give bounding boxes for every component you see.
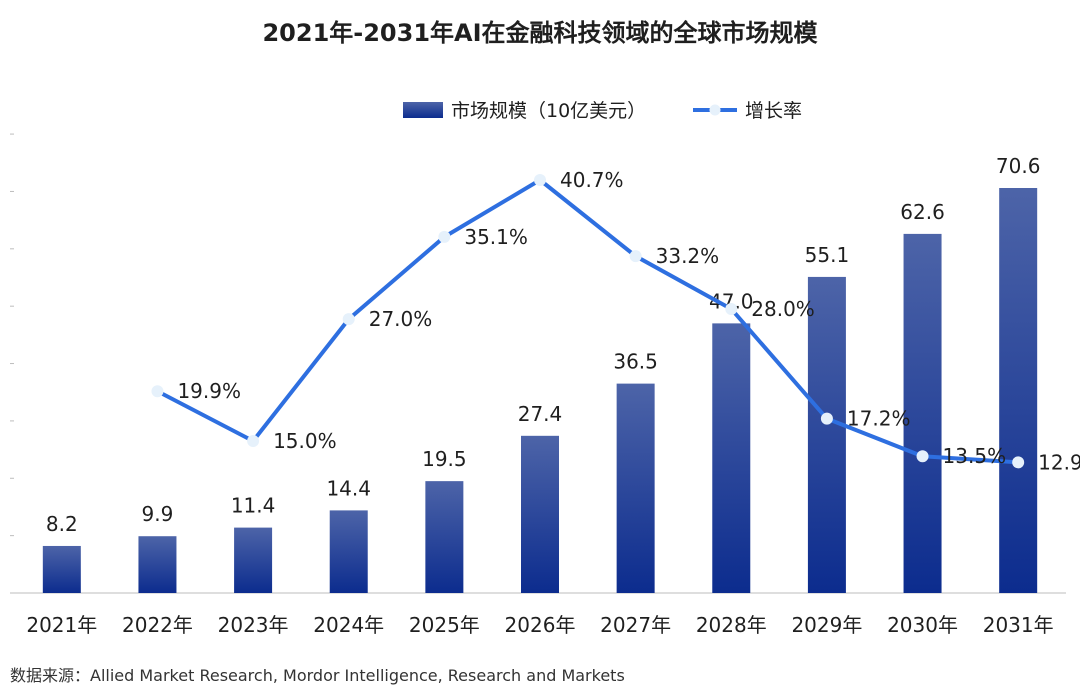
- bar-value-label: 9.9: [142, 502, 174, 526]
- legend-line-marker: [709, 104, 721, 116]
- rate-labels-group: 19.9% 15.0% 27.0% 35.1% 40.7% 33.2% 28.0% 17.2%…: [177, 168, 1080, 474]
- x-tick-label: 2026年: [505, 613, 576, 637]
- growth-rate-point: [534, 174, 546, 186]
- bar: [616, 383, 655, 593]
- growth-rate-label: 12.9%: [1038, 450, 1080, 474]
- growth-rate-point: [916, 450, 929, 463]
- bar-value-label: 19.5: [422, 447, 467, 471]
- x-tick-label: 2025年: [409, 613, 480, 637]
- growth-rate-label: 15.0%: [273, 429, 337, 453]
- growth-rate-label: 17.2%: [847, 407, 911, 431]
- chart-title: 2021年-2031年AI在金融科技领域的全球市场规模: [262, 19, 818, 47]
- growth-rate-label: 27.0%: [369, 307, 433, 331]
- bar-value-label: 62.6: [900, 200, 945, 224]
- growth-rate-point: [151, 385, 164, 398]
- legend: 市场规模（10亿美元） 增长率: [403, 100, 802, 122]
- x-tick-label: 2030年: [887, 613, 958, 637]
- bar: [329, 510, 368, 593]
- x-tick-label: 2021年: [26, 613, 97, 637]
- x-tick-label: 2027年: [600, 613, 671, 637]
- bar: [807, 276, 846, 593]
- bar: [903, 233, 942, 594]
- rate-line-group: [151, 174, 1025, 469]
- growth-rate-point: [247, 435, 260, 447]
- growth-rate-label: 33.2%: [656, 244, 720, 268]
- growth-rate-point: [1012, 456, 1025, 469]
- bar-value-label: 36.5: [613, 350, 658, 374]
- bar: [521, 435, 559, 593]
- bar-value-label: 55.1: [805, 243, 850, 267]
- growth-rate-line: [156, 178, 1019, 465]
- bar: [712, 323, 751, 593]
- growth-rate-point: [438, 230, 451, 243]
- x-tick-label: 2023年: [218, 613, 289, 637]
- bar: [425, 481, 464, 593]
- bar-labels-group: 8.2 9.9 11.414.419.527.436.547.055.162.670…: [46, 154, 1041, 536]
- bar: [999, 188, 1038, 593]
- growth-rate-label: 13.5%: [943, 444, 1007, 468]
- growth-rate-label: 35.1%: [464, 225, 528, 249]
- growth-rate-label: 28.0%: [751, 297, 815, 321]
- x-ticks-group: 2021年 2022年 2023年 2024年 2025年 2026年 2027年 2028年…: [26, 613, 1053, 637]
- bar-value-label: 70.6: [996, 154, 1041, 178]
- bar: [42, 545, 81, 593]
- x-tick-label: 2022年: [122, 613, 193, 637]
- legend-bar-swatch: [403, 102, 443, 118]
- bar: [138, 536, 177, 593]
- x-tick-label: 2028年: [696, 613, 767, 637]
- bars-group: [42, 188, 1038, 594]
- x-tick-label: 2029年: [791, 613, 862, 637]
- bar-value-label: 27.4: [518, 402, 563, 426]
- bar-value-label: 8.2: [46, 512, 78, 536]
- x-tick-label: 2024年: [313, 613, 384, 637]
- growth-rate-point: [342, 313, 355, 326]
- bar-value-label: 14.4: [326, 476, 371, 500]
- bar-value-label: 11.4: [231, 494, 276, 518]
- chart-svg: 2021年-2031年AI在金融科技领域的全球市场规模 市场规模（10亿美元） …: [10, 19, 1080, 637]
- bar: [234, 527, 273, 593]
- growth-rate-label: 40.7%: [560, 168, 624, 192]
- legend-line-label: 增长率: [745, 100, 802, 122]
- legend-bar-label: 市场规模（10亿美元）: [451, 100, 646, 122]
- growth-rate-label: 19.9%: [177, 379, 241, 403]
- growth-rate-point: [820, 412, 833, 425]
- data-source: 数据来源：Allied Market Research, Mordor Inte…: [10, 666, 625, 685]
- growth-rate-point: [725, 302, 738, 315]
- growth-rate-point: [629, 250, 642, 263]
- x-tick-label: 2031年: [983, 613, 1054, 637]
